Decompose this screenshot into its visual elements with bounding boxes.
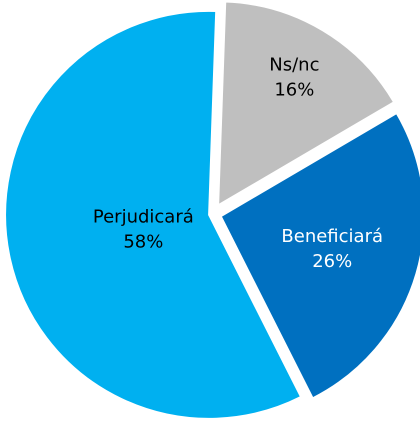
pie-slice <box>217 0 396 208</box>
slice-value: 26% <box>312 251 352 272</box>
pie-slice <box>219 111 420 400</box>
slice-value: 58% <box>123 231 163 252</box>
pie-slice <box>4 9 303 420</box>
slice-label: Ns/nc <box>269 54 319 75</box>
slice-label: Perjudicará <box>93 206 194 227</box>
slice-value: 16% <box>274 79 314 100</box>
slice-label: Beneficiará <box>281 226 383 247</box>
